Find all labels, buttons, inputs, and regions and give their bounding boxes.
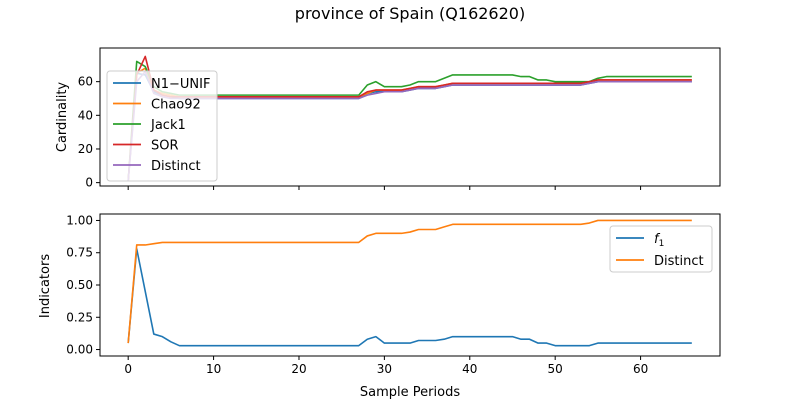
cardinality-x-ticks xyxy=(127,186,642,190)
indicators-panel: 0 10 20 30 40 50 60 0.00 0.25 0.50 0.75 1.00 Indic… xyxy=(38,213,721,400)
indicators-x-tick-label: 0 xyxy=(124,362,132,376)
indicators-y-label: Indicators xyxy=(38,254,53,318)
cardinality-y-tick-label: 60 xyxy=(78,75,93,89)
indicators-x-tick-label: 50 xyxy=(548,362,563,376)
cardinality-y-ticks: 0 20 40 60 xyxy=(78,75,100,190)
indicators-y-tick-label: 0.25 xyxy=(66,310,93,324)
indicators-x-tick-label: 10 xyxy=(206,362,221,376)
cardinality-series-line-4 xyxy=(127,70,692,182)
indicators-series-line-0 xyxy=(127,248,692,347)
indicators-plot-lines xyxy=(127,219,692,347)
cardinality-legend-label: Chao92 xyxy=(151,98,201,113)
cardinality-legend-label: Distinct xyxy=(151,159,201,174)
indicators-legend-label: f1 xyxy=(654,232,664,249)
indicators-y-tick-label: 1.00 xyxy=(66,213,93,227)
cardinality-y-tick-label: 0 xyxy=(85,176,93,190)
cardinality-legend-label: Jack1 xyxy=(150,118,186,133)
cardinality-plot-lines xyxy=(127,55,692,182)
indicators-x-tick-label: 60 xyxy=(633,362,648,376)
indicators-legend-label: Distinct xyxy=(654,254,704,269)
indicators-x-tick-label: 30 xyxy=(377,362,392,376)
cardinality-axes-frame xyxy=(99,47,721,187)
indicators-series-line-1 xyxy=(127,219,692,344)
cardinality-legend-label: N1−UNIF xyxy=(151,77,210,92)
indicators-y-tick-label: 0.50 xyxy=(66,278,93,292)
cardinality-panel: 0 20 40 60 Cardinality N1−UNIF Chao92 Jack1 SO… xyxy=(55,47,721,190)
indicators-legend: f1 Distinct xyxy=(609,225,713,273)
indicators-x-ticks: 0 10 20 30 40 50 60 xyxy=(124,356,648,376)
indicators-x-label: Sample Periods xyxy=(360,385,460,400)
cardinality-series-line-2 xyxy=(127,60,692,182)
cardinality-y-tick-label: 20 xyxy=(78,142,93,156)
cardinality-legend-label: SOR xyxy=(151,139,179,154)
indicators-x-tick-label: 20 xyxy=(291,362,306,376)
indicators-y-ticks: 0.00 0.25 0.50 0.75 1.00 xyxy=(66,213,100,357)
cardinality-series-line-3 xyxy=(127,55,692,182)
cardinality-y-tick-label: 40 xyxy=(78,108,93,122)
indicators-y-tick-label: 0.75 xyxy=(66,246,93,260)
cardinality-y-label: Cardinality xyxy=(55,82,70,153)
indicators-x-tick-label: 40 xyxy=(462,362,477,376)
cardinality-legend: N1−UNIF Chao92 Jack1 SOR Distinct xyxy=(106,70,218,182)
indicators-y-tick-label: 0.00 xyxy=(66,343,93,357)
figure-title: province of Spain (Q162620) xyxy=(295,4,525,23)
cardinality-legend-box xyxy=(106,70,218,182)
